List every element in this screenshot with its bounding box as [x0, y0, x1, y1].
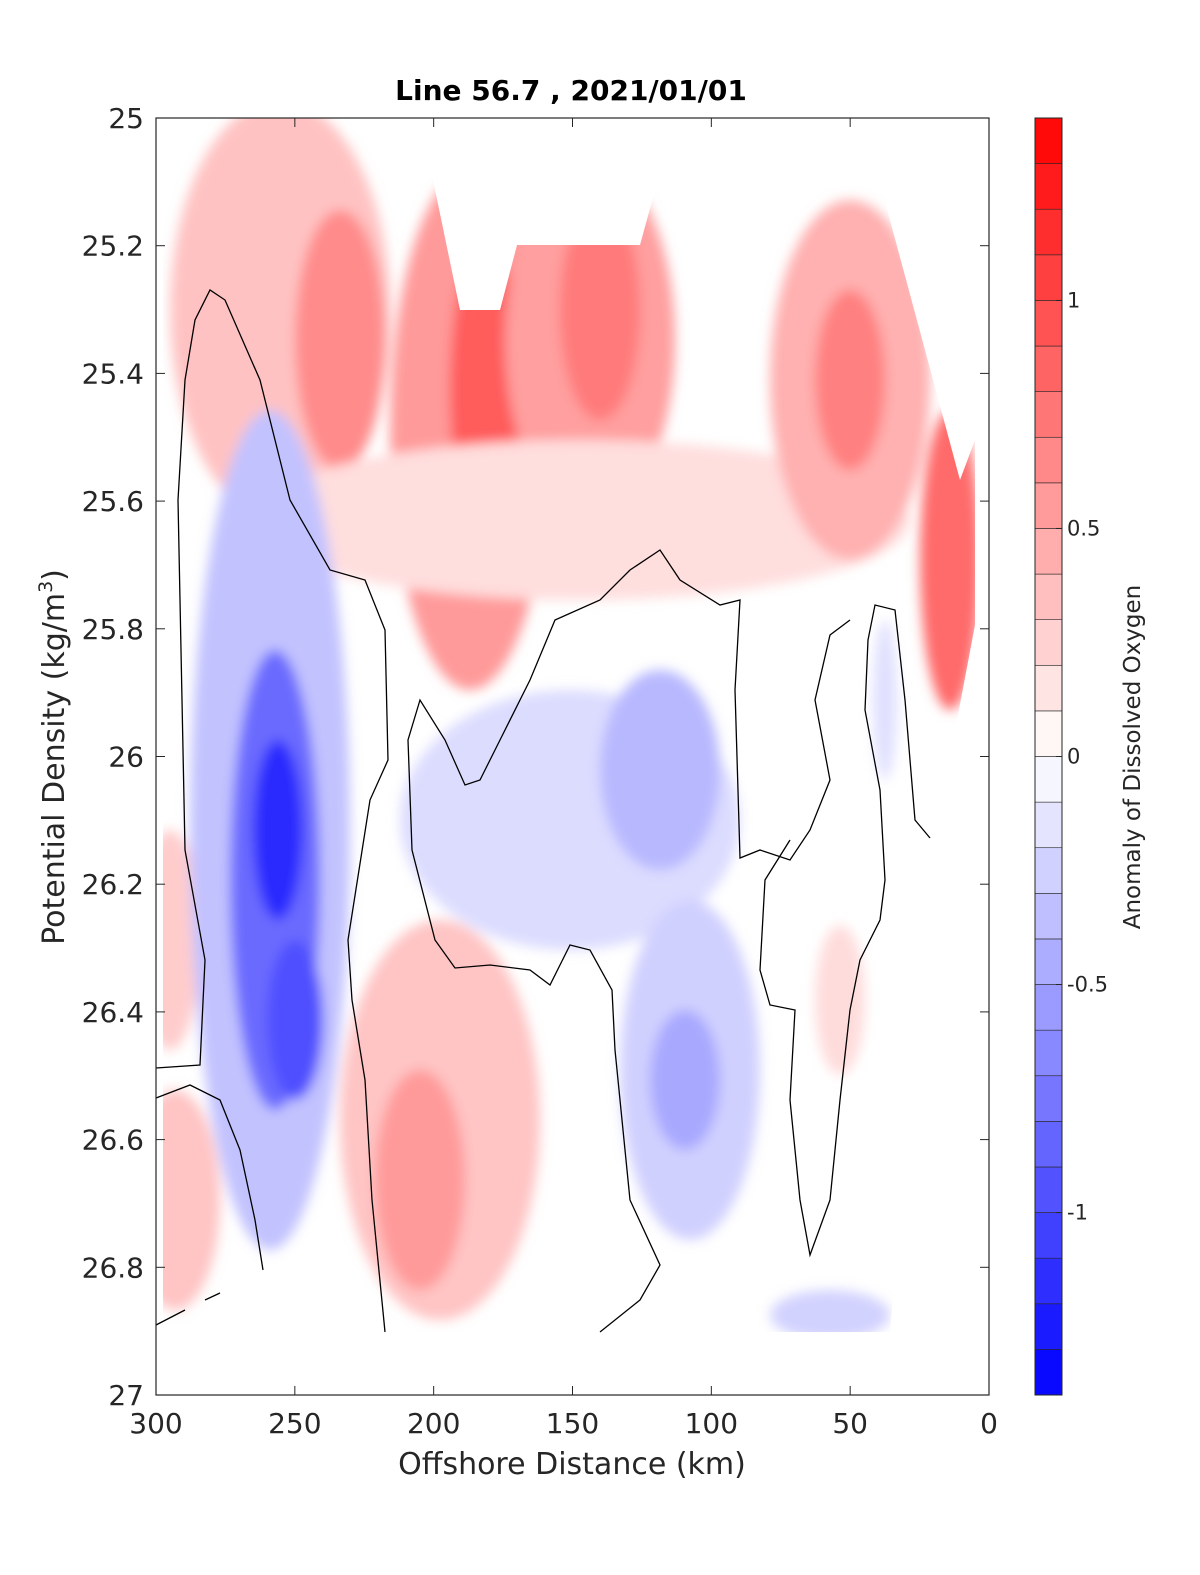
zero-contour-main [155, 289, 389, 1333]
x-tick-label: 300 [129, 1407, 182, 1440]
zero-contours [155, 289, 931, 1333]
y-axis-label-suffix: ) [37, 569, 72, 581]
anomaly-pos-left-edge [163, 830, 200, 1050]
zero-contour-bottom [155, 1292, 221, 1326]
colorbar-tick-label: 1 [1067, 288, 1080, 312]
colorbar-label: Anomaly of Dissolved Oxygen [1120, 585, 1146, 930]
anomaly-pos-far-right [920, 410, 975, 710]
colorbar-cell [1034, 1121, 1063, 1168]
colorbar-cell [1034, 756, 1063, 803]
y-tick-label: 26 [108, 741, 144, 774]
chart-title: Line 56.7 , 2021/01/01 [395, 74, 747, 107]
colorbar-tick-label: 0 [1067, 745, 1080, 769]
anomaly-neg-lower-mid-core [650, 1010, 720, 1150]
y-tick-label: 26.6 [82, 1124, 144, 1157]
anomaly-pos-upper-center-core [560, 200, 640, 420]
colorbar-cell [1034, 1349, 1063, 1396]
colorbar-tick-label: 0.5 [1067, 516, 1100, 540]
colorbar-cell [1034, 664, 1063, 712]
colorbar-cell [1034, 619, 1063, 666]
zero-contour-right [759, 604, 931, 1258]
anomaly-pos-band [250, 440, 910, 600]
y-tick-label: 25.8 [82, 613, 144, 646]
y-tick-label: 27 [108, 1379, 144, 1412]
anomaly-neg-bottom-right [770, 1290, 890, 1332]
anomaly-pos-lower-left [163, 1090, 220, 1310]
colorbar-cell [1034, 893, 1063, 940]
x-tick-label: 200 [407, 1407, 460, 1440]
anomaly-neg-main-peak [253, 740, 303, 920]
colorbar-cell [1034, 163, 1063, 210]
colorbar: -1 -0.5 0 0.5 1 Anomaly of Dissolved Oxygen [1034, 117, 1146, 1396]
colorbar-cell [1034, 1212, 1063, 1259]
colorbar-cell [1034, 117, 1063, 164]
colorbar-cell [1034, 482, 1063, 529]
colorbar-cell [1034, 847, 1063, 894]
colorbar-cells [1034, 117, 1063, 1396]
x-tick-label: 0 [980, 1407, 998, 1440]
colorbar-cell [1034, 1303, 1063, 1350]
y-tick-label: 26.8 [82, 1251, 144, 1284]
x-axis-label: Offshore Distance (km) [398, 1447, 746, 1482]
plot-area [155, 117, 990, 1396]
anomaly-field [163, 118, 975, 1332]
colorbar-cell [1034, 391, 1063, 438]
colorbar-tick-label: -0.5 [1067, 973, 1108, 997]
colorbar-ticks: -1 -0.5 0 0.5 1 [1056, 288, 1108, 1225]
colorbar-cell [1034, 573, 1063, 620]
anomaly-neg-main-lower [267, 940, 323, 1100]
anomaly-neg-center-right [600, 670, 720, 870]
y-axis-label-superscript: 3 [35, 581, 57, 593]
y-axis-label: Potential Density (kg/m3) [35, 569, 72, 945]
colorbar-cell [1034, 208, 1063, 256]
y-axis-label-prefix: Potential Density (kg/m [37, 593, 72, 945]
zero-contour-lower-left [155, 1084, 264, 1271]
y-tick-label: 26.2 [82, 868, 144, 901]
colorbar-cell [1034, 710, 1063, 757]
colorbar-cell [1034, 345, 1063, 392]
y-axis: 25 25.2 25.4 25.6 25.8 26 26.2 26.4 26.6 26.8 27 [82, 102, 989, 1412]
x-tick-label: 50 [832, 1407, 868, 1440]
y-tick-label: 26.4 [82, 996, 144, 1029]
colorbar-cell [1034, 300, 1063, 347]
x-tick-label: 250 [268, 1407, 321, 1440]
y-tick-label: 25 [108, 102, 144, 135]
colorbar-tick-label: -1 [1067, 1201, 1088, 1225]
colorbar-cell [1034, 254, 1063, 301]
colorbar-cell [1034, 984, 1063, 1031]
x-tick-label: 100 [685, 1407, 738, 1440]
colorbar-cell [1034, 436, 1063, 484]
y-tick-label: 25.6 [82, 485, 144, 518]
colorbar-cell [1034, 1166, 1063, 1213]
colorbar-cell [1034, 528, 1063, 575]
x-tick-label: 150 [546, 1407, 599, 1440]
y-tick-label: 25.2 [82, 230, 144, 263]
anomaly-neg-right-column [873, 620, 897, 780]
colorbar-cell [1034, 1075, 1063, 1122]
colorbar-cell [1034, 801, 1063, 849]
colorbar-cell [1034, 1257, 1063, 1305]
anomaly-pos-lower-right [815, 925, 865, 1075]
x-axis: 300 250 200 150 100 50 0 [129, 118, 998, 1440]
colorbar-cell [1034, 938, 1063, 985]
colorbar-cell [1034, 1029, 1063, 1077]
anomaly-pos-upper-left-core [295, 210, 385, 470]
anomaly-pos-lower-center-core [375, 1070, 465, 1290]
anomaly-pos-upper-right-core [815, 290, 885, 470]
zero-contour-mid [407, 549, 851, 1333]
y-tick-label: 25.4 [82, 357, 144, 390]
